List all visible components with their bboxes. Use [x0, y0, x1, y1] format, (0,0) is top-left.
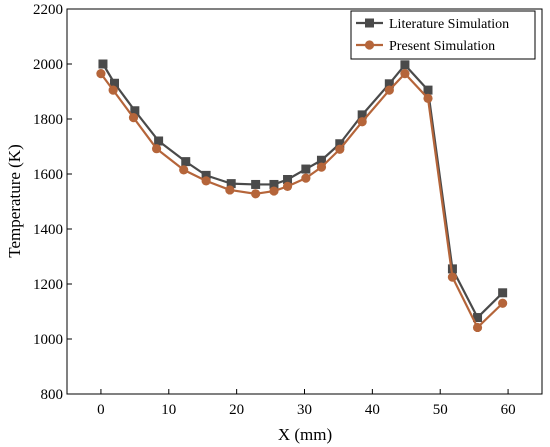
data-point-square: [384, 79, 394, 89]
y-tick-label: 2200: [33, 2, 63, 18]
data-point-square: [301, 164, 311, 174]
data-point-square: [181, 157, 191, 167]
data-point-circle: [472, 322, 483, 333]
data-point-square: [226, 179, 236, 189]
data-point-square: [269, 179, 279, 189]
x-tick-label: 30: [297, 402, 312, 418]
legend-label: Present Simulation: [389, 39, 495, 54]
data-point-circle: [108, 85, 118, 95]
data-point-circle: [128, 113, 139, 123]
legend-entries: Literature Simulation Present Simulation: [356, 17, 509, 54]
data-point-circle: [335, 144, 345, 154]
data-point-circle: [384, 85, 394, 95]
data-point-square: [316, 155, 326, 165]
series-line: [100, 72, 504, 329]
x-axis-title: X (mm): [278, 425, 332, 444]
data-point-circle: [498, 298, 508, 308]
legend: Literature Simulation Present Simulation: [350, 10, 536, 60]
data-point-square: [473, 313, 483, 323]
data-point-circle: [423, 93, 433, 103]
axis-ticks: 0 10 20 30 40 50 60 800 1000 1200 1400 1600 1800 2000…: [33, 2, 516, 418]
y-tick-label: 1600: [33, 167, 63, 183]
x-tick-label: 60: [501, 402, 516, 418]
plot-frame: [66, 8, 543, 395]
data-point-square: [130, 106, 140, 116]
data-point-square: [251, 179, 261, 189]
data-point-circle: [201, 176, 211, 186]
y-tick-label: 1000: [33, 332, 63, 348]
data-point-square: [110, 78, 119, 88]
data-point-square: [98, 59, 108, 69]
data-point-circle: [225, 185, 235, 195]
x-tick-label: 40: [365, 402, 380, 418]
data-point-square: [335, 139, 345, 149]
y-tick-label: 1400: [33, 222, 63, 238]
data-point-circle: [179, 165, 189, 175]
legend-marker-square: [365, 18, 374, 28]
data-point-square: [423, 85, 433, 95]
legend-marker-circle: [364, 40, 375, 50]
data-point-square: [201, 170, 211, 180]
x-tick-label: 50: [433, 402, 448, 418]
y-tick-label: 1800: [33, 112, 63, 128]
data-point-square: [498, 288, 508, 298]
data-point-circle: [269, 186, 279, 196]
x-tick-label: 10: [161, 402, 176, 418]
data-point-circle: [282, 181, 293, 191]
y-tick-label: 1200: [33, 277, 63, 293]
x-tick-label: 0: [97, 402, 105, 418]
x-tick-label: 20: [229, 402, 244, 418]
y-tick-label: 2000: [33, 57, 63, 73]
data-point-circle: [151, 144, 162, 154]
data-point-circle: [316, 162, 327, 172]
data-point-circle: [301, 173, 311, 183]
y-axis-title: Temperature (K): [5, 144, 24, 258]
data-point-square: [283, 175, 293, 184]
series-layer: [96, 59, 508, 333]
data-point-circle: [96, 69, 106, 79]
data-point-circle: [447, 272, 458, 282]
data-point-square: [400, 60, 410, 70]
legend-box: [350, 10, 536, 60]
series-line: [102, 63, 504, 319]
data-point-circle: [357, 117, 367, 127]
data-point-square: [154, 136, 164, 146]
data-point-circle: [400, 69, 410, 79]
data-point-square: [357, 110, 367, 120]
data-point-square: [447, 264, 457, 274]
data-point-circle: [251, 189, 261, 199]
legend-label: Literature Simulation: [389, 17, 509, 32]
y-tick-label: 800: [41, 387, 64, 403]
